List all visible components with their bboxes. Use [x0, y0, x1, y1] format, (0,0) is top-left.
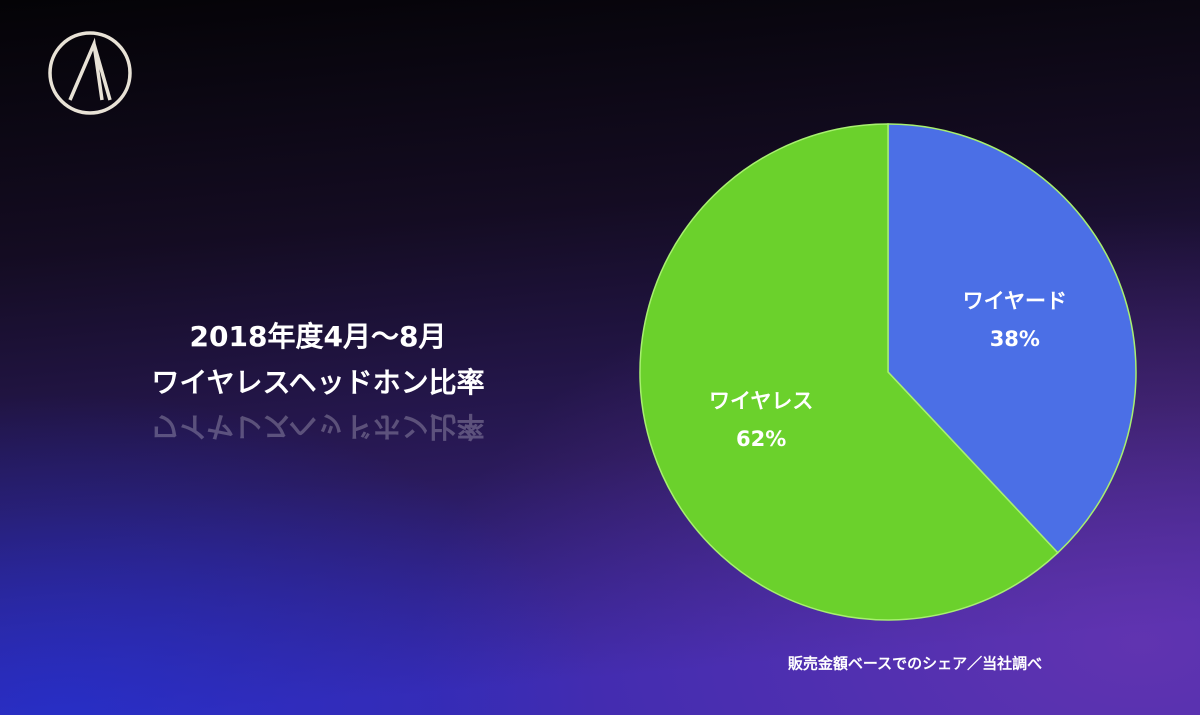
source-note: 販売金額ベースでのシェア／当社調べ — [788, 655, 1042, 673]
subtitle-reflection: ワイヤレスヘッドホン比率 — [151, 410, 484, 443]
logo — [48, 31, 132, 115]
slice-value-label: 62% — [736, 427, 786, 451]
slice-label: ワイヤレス — [709, 389, 813, 413]
slice-label: ワイヤード — [963, 289, 1067, 313]
chart-subtitle: ワイヤレスヘッドホン比率 — [151, 366, 484, 399]
chart-title: 2018年度4月〜8月 — [190, 320, 447, 353]
pie-slice — [887, 123, 1137, 554]
slice-value-label: 38% — [990, 327, 1040, 351]
pie-slice — [639, 123, 1059, 621]
